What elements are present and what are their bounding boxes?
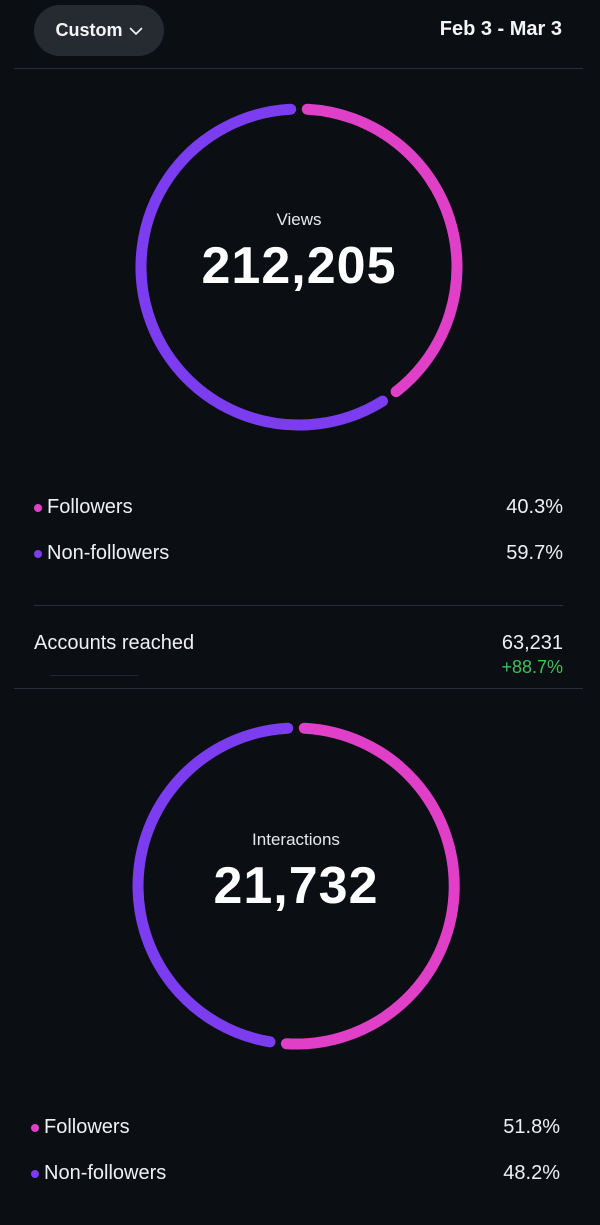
views-donut-chart: Views 212,205	[129, 97, 469, 437]
date-range-label: Feb 3 - Mar 3	[439, 18, 562, 40]
legend-label: Followers	[44, 1116, 130, 1138]
non-followers-dot-icon	[34, 550, 42, 558]
divider	[50, 675, 138, 676]
legend-value: 40.3%	[506, 496, 563, 518]
interactions-legend-non-followers: Non-followers 48.2%	[31, 1161, 560, 1189]
views-label: Views	[276, 210, 322, 229]
chevron-down-icon	[129, 27, 142, 35]
legend-value: 48.2%	[503, 1162, 560, 1184]
followers-dot-icon	[34, 504, 42, 512]
followers-dot-icon	[31, 1124, 39, 1132]
accounts-reached-value: 63,231	[501, 632, 563, 654]
interactions-value: 21,732	[213, 857, 379, 915]
interactions-non-followers-arc	[132, 722, 294, 1048]
interactions-donut-chart: Interactions 21,732	[126, 716, 466, 1056]
accounts-reached-label: Accounts reached	[34, 632, 195, 654]
interactions-legend-followers: Followers 51.8%	[31, 1115, 560, 1143]
legend-label: Non-followers	[47, 542, 170, 564]
views-value: 212,205	[201, 237, 397, 295]
legend-label: Non-followers	[44, 1162, 167, 1184]
divider	[14, 688, 583, 689]
accounts-reached-change: +88.7%	[501, 657, 563, 677]
legend-label: Followers	[47, 496, 133, 518]
accounts-reached-row[interactable]: Accounts reached 63,231 +88.7%	[34, 632, 563, 682]
views-legend-non-followers: Non-followers 59.7%	[34, 541, 563, 569]
header: Custom Feb 3 - Mar 3	[0, 0, 600, 68]
divider	[34, 605, 563, 606]
interactions-label: Interactions	[252, 830, 340, 849]
legend-value: 59.7%	[506, 542, 563, 564]
divider	[14, 68, 583, 69]
views-legend-followers: Followers 40.3%	[34, 495, 563, 523]
non-followers-dot-icon	[31, 1170, 39, 1178]
range-button-label: Custom	[55, 20, 123, 40]
views-non-followers-arc	[135, 103, 389, 431]
interactions-followers-arc	[280, 722, 460, 1050]
date-range-dropdown-button[interactable]: Custom	[34, 5, 164, 56]
views-followers-arc	[301, 103, 463, 398]
legend-value: 51.8%	[503, 1116, 560, 1138]
